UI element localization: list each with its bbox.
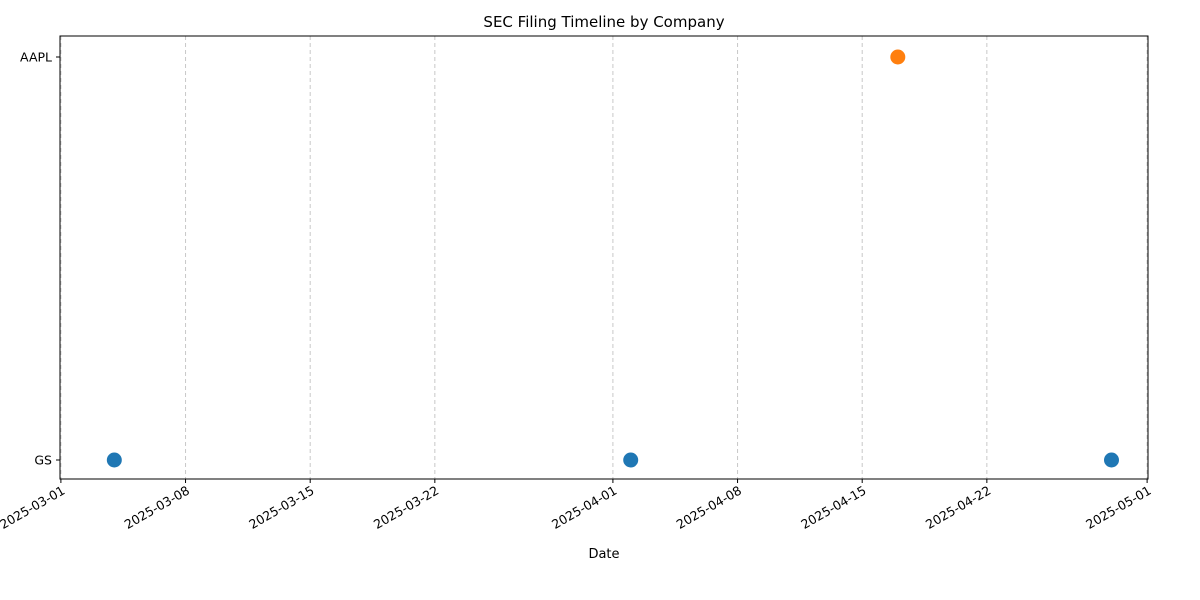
plot-frame [59, 35, 1149, 480]
y-tick-label: GS [34, 453, 52, 468]
data-point [1103, 452, 1119, 468]
x-tick-label: 2025-04-01 [549, 483, 619, 532]
y-tick-label: AAPL [20, 50, 52, 65]
x-axis: 2025-03-01 2025-03-08 2025-03-15 2025-03-22… [0, 479, 1154, 532]
data-point [623, 452, 639, 468]
grid-lines [60, 36, 1148, 479]
data-points [106, 49, 1119, 468]
x-tick-label: 2025-03-15 [246, 483, 316, 532]
x-tick-label: 2025-03-08 [122, 483, 192, 532]
y-axis: GS AAPL [20, 50, 60, 468]
data-point [890, 49, 906, 65]
x-tick-label: 2025-04-15 [798, 483, 868, 532]
x-tick-label: 2025-04-22 [923, 483, 993, 532]
data-point [106, 452, 122, 468]
x-tick-label: 2025-05-01 [1083, 483, 1153, 532]
x-tick-label: 2025-03-22 [371, 483, 441, 532]
x-axis-title: Date [588, 547, 619, 562]
x-tick-label: 2025-03-01 [0, 483, 67, 532]
chart-title: SEC Filing Timeline by Company [483, 13, 724, 31]
x-tick-label: 2025-04-08 [674, 483, 744, 532]
